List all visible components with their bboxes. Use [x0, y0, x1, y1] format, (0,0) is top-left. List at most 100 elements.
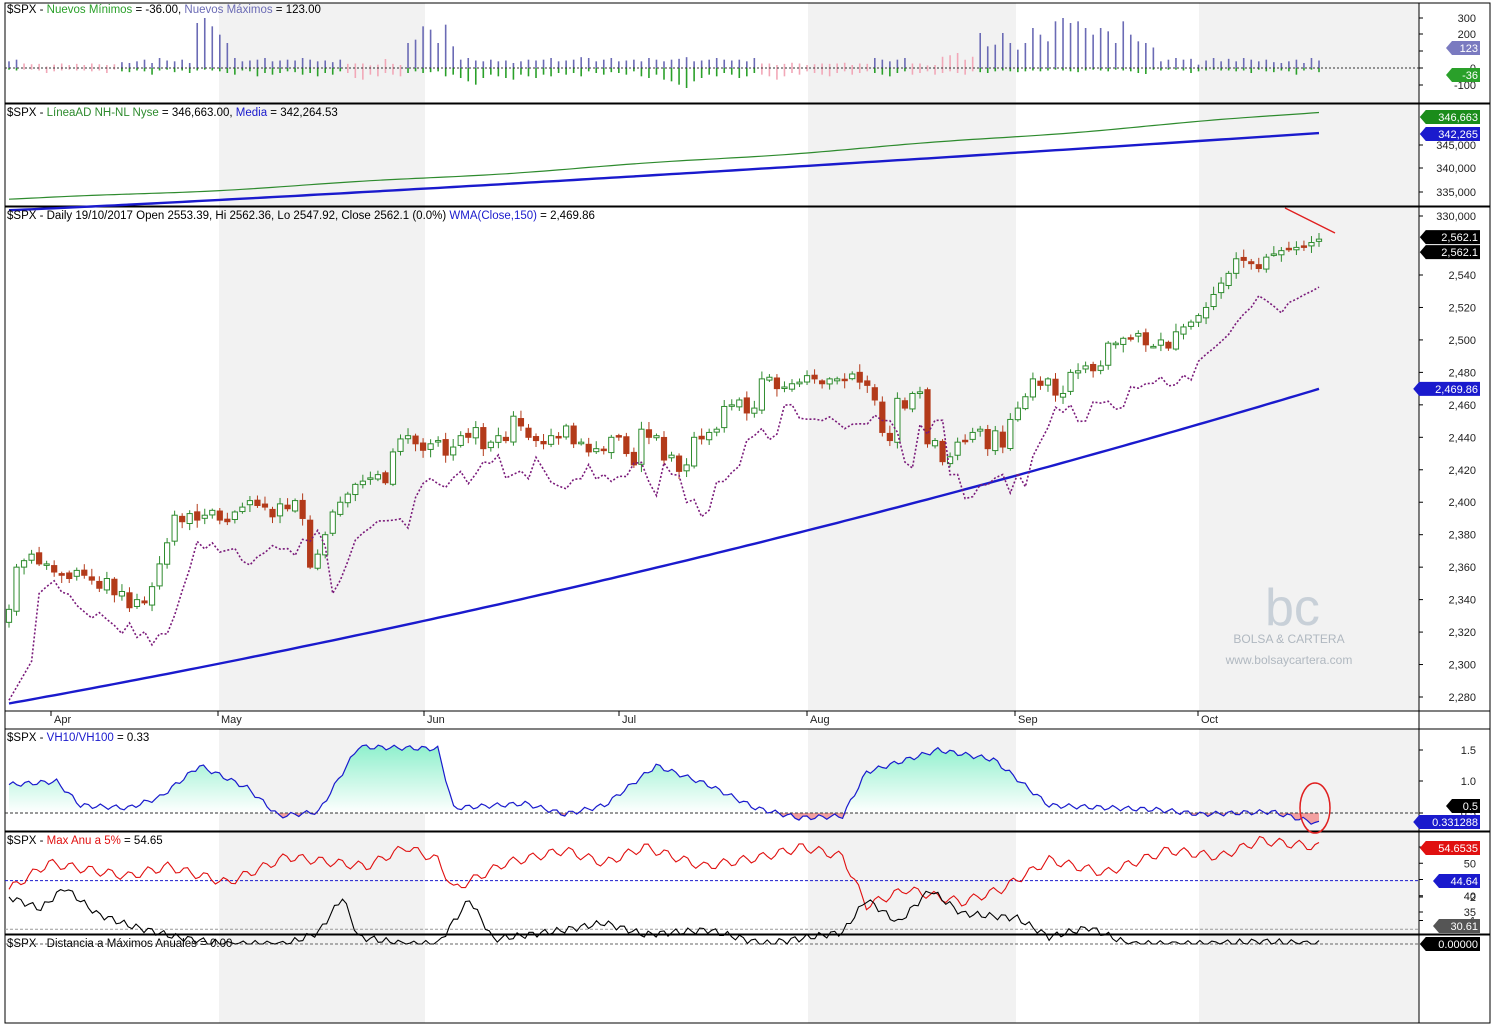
candle-body	[736, 399, 743, 408]
candle-body	[999, 431, 1006, 448]
candle-body	[254, 499, 261, 506]
panel-frame	[4, 934, 1491, 1024]
panel-title-price: $SPX - Daily 19/10/2017 Open 2553.39, Hi…	[7, 210, 595, 222]
watermark-url: www.bolsaycartera.com	[1225, 653, 1353, 667]
month-band	[219, 3, 425, 103]
candle-body	[435, 440, 442, 443]
wma-line	[8, 387, 1320, 705]
month-band	[1199, 104, 1419, 206]
badge-maxanu-low: 30.61	[1450, 921, 1478, 933]
panel-distance: $SPX - Distancia a Máximos Anuales = 0.0…	[5, 888, 1419, 950]
candle-body	[291, 500, 299, 512]
badge-maxanu-ref-bg	[1433, 874, 1480, 888]
candle-body	[239, 506, 246, 513]
y-label-price: 2,360	[1448, 562, 1476, 574]
candle-body	[623, 436, 630, 455]
month-label: Jun	[427, 714, 445, 726]
month-bands	[219, 3, 1419, 1023]
candle-body	[1165, 341, 1172, 349]
panel-ad-line: $SPX - LíneaAD NH-NL Nyse = 346,663.00, …	[7, 107, 1320, 212]
month-label: Sep	[1018, 714, 1038, 726]
candle-body	[1285, 247, 1292, 251]
badge-wma: 2,469.86	[1435, 384, 1478, 396]
y-label-price: 2,500	[1448, 335, 1476, 347]
candle-body	[179, 515, 186, 523]
candle-body	[525, 427, 532, 438]
candle-body	[578, 441, 585, 445]
candle-body	[924, 389, 931, 445]
candle-body	[133, 599, 141, 607]
y-label-price: 2,320	[1448, 627, 1476, 639]
month-band	[808, 832, 1016, 934]
candle-body	[224, 518, 231, 523]
watermark-name: BOLSA & CARTERA	[1233, 632, 1344, 646]
candle-body	[126, 592, 133, 609]
y-label-nh-nl: 200	[1458, 29, 1476, 41]
candle-body	[314, 553, 321, 569]
candle-body	[1293, 246, 1300, 251]
annotation-circle	[1299, 782, 1331, 834]
candle-body	[615, 435, 622, 438]
badge-dist-bg	[1419, 937, 1480, 951]
candle-body	[962, 439, 969, 443]
candle-body	[156, 563, 163, 587]
badge-vh-ref: 0.5	[1463, 801, 1478, 813]
candle-body	[1022, 396, 1029, 410]
candle-body	[284, 504, 291, 510]
candle-body	[743, 397, 750, 414]
candle-body	[608, 436, 615, 454]
candle-body	[728, 404, 735, 407]
candle-body	[1127, 337, 1134, 340]
candle-body	[969, 431, 976, 440]
month-label: Apr	[54, 714, 71, 726]
candle-body	[1210, 293, 1217, 308]
month-band	[808, 207, 1016, 711]
candle-body	[864, 380, 871, 386]
panel-frame	[4, 831, 1491, 935]
badge-vh: 0.331288	[1432, 817, 1478, 829]
y-label-nh-nl: 300	[1458, 13, 1476, 25]
candle-body	[359, 480, 366, 486]
candle-body	[66, 572, 73, 580]
candle-body	[352, 483, 359, 496]
candle-body	[638, 428, 645, 465]
candle-body	[954, 441, 961, 456]
candle-body	[668, 454, 675, 459]
panel-frame	[4, 2, 1491, 104]
candle-body	[1300, 245, 1308, 248]
candle-body	[43, 563, 50, 566]
badge-ad: 346,663	[1438, 112, 1478, 124]
badge-close-2-bg	[1419, 245, 1480, 260]
panel-title-maxanu: $SPX - Max Anu a 5% = 54.65	[7, 835, 163, 847]
candle-body	[412, 435, 419, 445]
candle-body	[404, 435, 412, 440]
candle-body	[246, 500, 254, 506]
candle-body	[299, 499, 306, 519]
month-label: Jul	[622, 714, 636, 726]
candle-body	[547, 435, 555, 445]
candle-body	[871, 387, 878, 401]
candle-body	[201, 514, 208, 519]
candle-body	[28, 553, 35, 561]
candle-body	[593, 448, 600, 453]
y-label-vh: 1.0	[1461, 776, 1476, 788]
candle-body	[510, 415, 517, 443]
panel-price: $SPX - Daily 19/10/2017 Open 2553.39, Hi…	[5, 207, 1353, 705]
y-label-dist: -2	[1466, 892, 1476, 904]
badge-close-bg	[1419, 230, 1480, 245]
panel-frame	[4, 103, 1491, 207]
badge-nl: -36	[1462, 70, 1478, 82]
candle-body	[706, 431, 713, 441]
badge-maxanu: 54.6535	[1438, 843, 1478, 855]
candle-body	[194, 511, 201, 521]
candle-body	[1142, 332, 1149, 346]
candle-body	[1240, 256, 1247, 261]
y-label-price: 2,400	[1448, 497, 1476, 509]
month-label: Oct	[1201, 714, 1218, 726]
watermark: bc BOLSA & CARTERA www.bolsaycartera.com	[1225, 579, 1353, 667]
candle-body	[841, 378, 848, 382]
y-label-price: 2,540	[1448, 270, 1476, 282]
candle-body	[585, 443, 592, 453]
month-band	[1199, 207, 1419, 711]
candle-body	[419, 442, 427, 451]
